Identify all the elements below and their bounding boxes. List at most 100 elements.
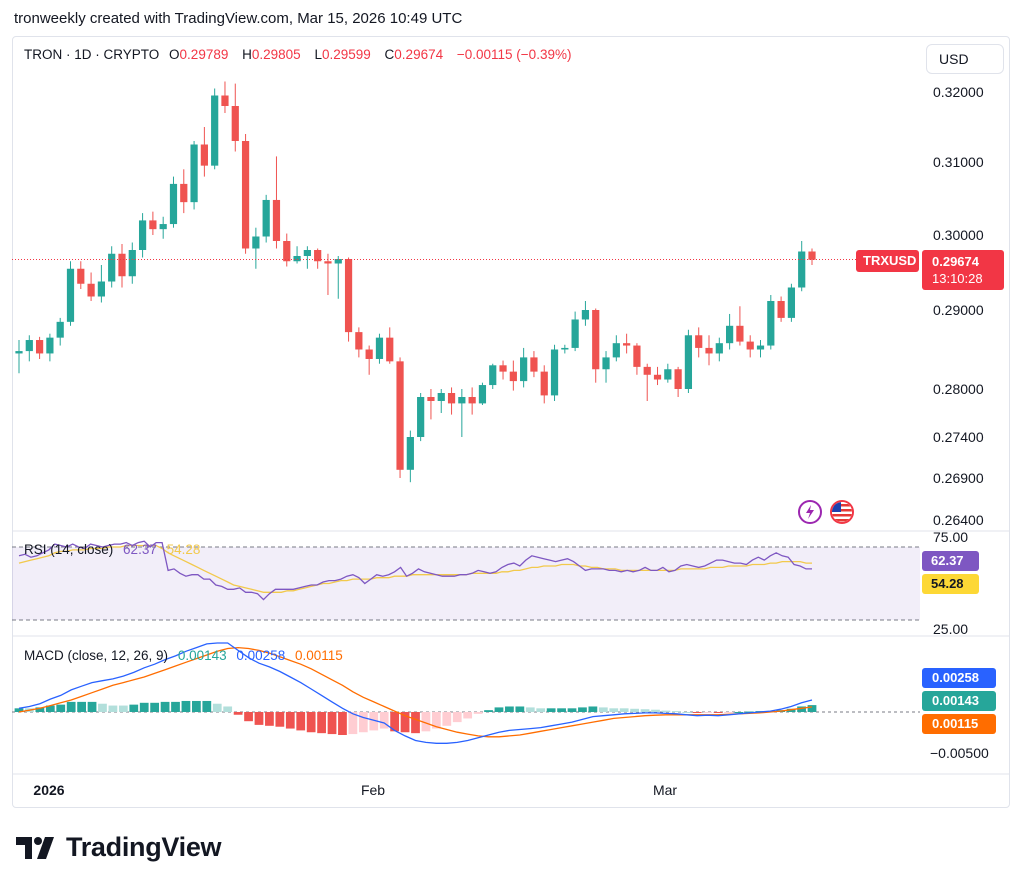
macd-histogram-bar — [150, 702, 160, 712]
candle-body — [314, 250, 322, 262]
macd-histogram-bar — [306, 712, 316, 733]
time-tick-label: 2026 — [33, 782, 64, 798]
symbol-legend: TRON · 1D · CRYPTO O0.29789 H0.29805 L0.… — [24, 47, 581, 62]
candle-body — [499, 365, 507, 372]
candle-body — [283, 241, 291, 262]
rsi-band-background — [12, 547, 920, 620]
macd-histogram-bar — [202, 700, 212, 712]
candle-body — [169, 183, 178, 225]
candle-body — [241, 141, 250, 249]
last-price-tag: 0.29674 13:10:28 — [922, 250, 1004, 290]
candle-body — [715, 343, 723, 354]
symbol-title[interactable]: TRON · 1D · CRYPTO — [24, 47, 160, 62]
macd-signal-line — [18, 646, 813, 738]
macd-histogram-bar — [254, 712, 264, 725]
rsi-value-tag: 62.37 — [922, 551, 979, 571]
open-value: 0.29789 — [179, 47, 229, 62]
macd-histogram-bar — [275, 712, 285, 727]
candle-body — [808, 251, 816, 260]
candle-body — [798, 251, 806, 288]
macd-histogram-bar — [139, 702, 149, 712]
ticker-tag[interactable]: TRXUSD — [856, 250, 919, 272]
macd-value-tag: 0.00258 — [922, 668, 996, 688]
price-tick-label: 0.30000 — [933, 227, 984, 243]
candle-body — [344, 259, 353, 333]
candle-body — [540, 371, 548, 396]
candle-body — [159, 224, 167, 230]
macd-histogram-bar — [285, 712, 295, 729]
tradingview-logo-mark — [16, 836, 54, 859]
candle-body — [262, 199, 270, 237]
macd-histogram-bar — [484, 710, 493, 712]
macd-histogram-bar — [296, 712, 306, 731]
candle-body — [571, 319, 579, 348]
signal-value-tag: 0.00115 — [922, 714, 996, 734]
macd-histogram-bar — [494, 707, 504, 712]
macd-histogram-bar — [45, 705, 55, 712]
candle-body — [46, 337, 54, 354]
candle-body — [592, 310, 600, 370]
candle-body — [15, 351, 23, 354]
candle-body — [767, 301, 775, 346]
us-flag-icon[interactable] — [830, 500, 854, 524]
candle-body — [211, 95, 219, 166]
macd-histogram-bar — [734, 712, 744, 713]
candle-body — [355, 332, 363, 350]
macd-histogram-bar — [745, 711, 754, 713]
candle-body — [427, 397, 435, 401]
candle-body — [108, 253, 116, 282]
macd-histogram-bar — [578, 707, 587, 712]
candle-body — [653, 374, 662, 380]
candle-body — [664, 369, 672, 380]
macd-histogram-bar — [473, 712, 483, 714]
candle-body — [746, 341, 754, 350]
price-tick-label: 0.29000 — [933, 302, 984, 318]
macd-histogram-bar — [661, 710, 671, 712]
low-value: 0.29599 — [321, 47, 371, 62]
candle-body — [293, 256, 301, 262]
candle-body — [386, 337, 394, 362]
macd-histogram-bar — [651, 709, 660, 712]
chart-frame — [12, 36, 1010, 808]
candle-body — [530, 357, 538, 372]
candle-body — [180, 183, 188, 203]
candle-body — [406, 437, 414, 470]
candle-body — [643, 366, 651, 375]
price-tick-label: 0.26900 — [933, 470, 984, 486]
candle-body — [684, 335, 693, 389]
signal-legend-value: 0.00115 — [294, 648, 343, 663]
macd-hist-value-tag: 0.00143 — [922, 691, 996, 711]
macd-lower-label: −0.00500 — [930, 745, 989, 761]
rsi-title[interactable]: RSI (14, close) — [24, 542, 114, 557]
candle-body — [787, 287, 796, 318]
macd-title[interactable]: MACD (close, 12, 26, 9) — [24, 648, 169, 663]
candle-body — [365, 349, 373, 359]
candle-body — [756, 345, 765, 350]
macd-histogram-bar — [619, 708, 629, 712]
macd-histogram-bar — [160, 701, 170, 712]
lightning-glyph — [806, 505, 814, 519]
open-label: O — [169, 47, 180, 62]
macd-histogram-bar — [66, 701, 76, 712]
rsi-lower-label: 25.00 — [933, 621, 968, 637]
tradingview-logo[interactable]: TradingView — [16, 832, 222, 863]
price-tick-label: 0.28000 — [933, 381, 984, 397]
rsi-ma-legend-value: 54.28 — [166, 542, 201, 557]
candle-body — [447, 393, 456, 404]
macd-histogram-bar — [431, 712, 441, 729]
macd-histogram-bar — [400, 712, 410, 733]
rsi-legend-value: 62.37 — [123, 542, 157, 557]
candle-body — [417, 397, 425, 437]
macd-histogram-bar — [567, 708, 577, 712]
price-tick-label: 0.31000 — [933, 154, 984, 170]
candle-body — [468, 397, 476, 404]
flash-icon[interactable] — [798, 500, 822, 524]
macd-histogram-bar — [588, 706, 598, 712]
candle-body — [633, 345, 641, 367]
currency-button[interactable]: USD — [926, 44, 1004, 74]
macd-histogram-bar — [317, 712, 326, 734]
candle-body — [303, 250, 311, 256]
candle-body — [777, 301, 785, 318]
close-label: C — [384, 47, 395, 62]
